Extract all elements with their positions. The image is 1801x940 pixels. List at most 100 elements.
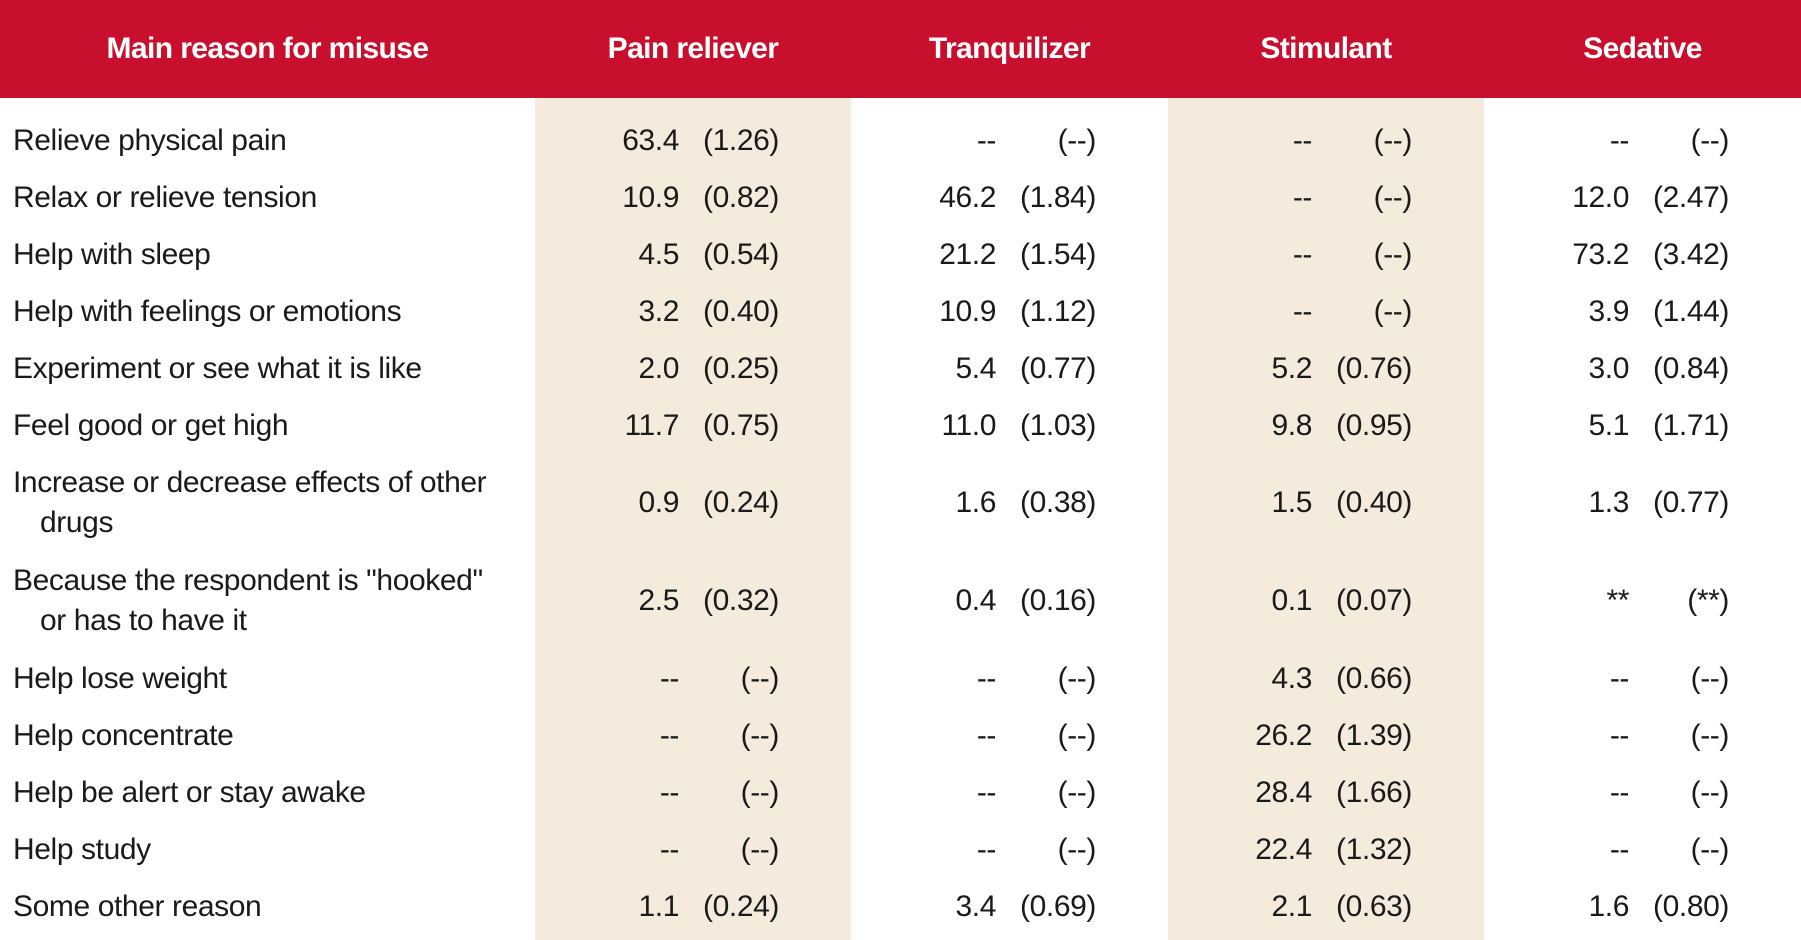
estimate: 0.9 [638,486,679,519]
standard-error: (--) [1690,123,1730,157]
header-band [0,0,1801,98]
row-label: Help be alert or stay awake [13,775,366,809]
column-header: Tranquilizer [928,32,1091,65]
estimate: 2.0 [638,351,679,385]
standard-error: (--) [740,661,780,695]
row-label: Help lose weight [13,661,227,695]
standard-error: (1.54) [1020,237,1096,271]
estimate: 22.4 [1255,832,1312,866]
row-label: Experiment or see what it is like [13,351,422,385]
estimate: 3.0 [1588,351,1629,385]
estimate: 10.9 [939,294,996,328]
standard-error: (1.66) [1336,775,1412,809]
estimate: 2.1 [1271,889,1312,923]
estimate: -- [976,661,997,695]
estimate: -- [1292,123,1313,157]
standard-error: (--) [1690,832,1730,866]
row-label: or has to have it [40,604,247,637]
estimate: -- [1292,237,1313,271]
standard-error: (0.77) [1653,486,1729,519]
estimate: 28.4 [1255,775,1312,809]
estimate: -- [659,832,680,866]
standard-error: (0.95) [1336,408,1412,442]
row-label: Help concentrate [13,718,234,752]
estimate: 1.6 [1588,889,1629,923]
standard-error: (0.80) [1653,889,1729,923]
estimate: 10.9 [622,180,679,214]
estimate: 5.1 [1588,408,1629,442]
standard-error: (--) [1373,123,1413,157]
estimate: -- [1292,180,1313,214]
estimate: 11.0 [941,408,996,442]
estimate: 9.8 [1271,408,1312,442]
estimate: 3.9 [1588,294,1629,328]
row-label: Help study [13,832,151,866]
standard-error: (1.39) [1336,718,1412,752]
standard-error: (--) [740,775,780,809]
standard-error: (--) [1690,661,1730,695]
standard-error: (0.76) [1336,351,1412,385]
row-label: Help with sleep [13,237,211,271]
estimate: 4.3 [1271,661,1312,695]
row-label: Increase or decrease effects of other [13,466,487,499]
standard-error: (0.63) [1336,889,1412,923]
estimate: 3.4 [955,889,996,923]
estimate: -- [1292,294,1313,328]
standard-error: (1.32) [1336,832,1412,866]
standard-error: (--) [1057,718,1097,752]
standard-error: (--) [1057,832,1097,866]
standard-error: (--) [1057,775,1097,809]
standard-error: (0.16) [1020,584,1096,617]
standard-error: (0.40) [1336,486,1412,519]
row-label: Relax or relieve tension [13,180,317,214]
row-label: Relieve physical pain [13,123,287,157]
standard-error: (0.82) [703,180,779,214]
estimate: 1.6 [955,486,996,519]
standard-error: (1.84) [1020,180,1096,214]
column-header: Stimulant [1260,32,1392,65]
standard-error: (1.12) [1020,294,1096,328]
estimate: -- [976,832,997,866]
standard-error: (--) [1373,294,1413,328]
standard-error: (0.24) [703,486,779,519]
standard-error: (1.03) [1020,408,1096,442]
standard-error: (--) [740,832,780,866]
standard-error: (--) [1690,718,1730,752]
standard-error: (--) [1057,661,1097,695]
row-label: Some other reason [13,889,262,923]
estimate: 11.7 [624,408,679,442]
estimate: 46.2 [939,180,996,214]
estimate: 2.5 [638,584,679,617]
standard-error: (0.77) [1020,351,1096,385]
standard-error: (1.44) [1653,294,1729,328]
standard-error: (--) [1373,237,1413,271]
estimate: -- [1609,661,1630,695]
estimate: 73.2 [1572,237,1629,271]
estimate: -- [1609,832,1630,866]
row-label: Because the respondent is "hooked" [13,564,483,597]
standard-error: (0.25) [703,351,779,385]
estimate: -- [659,775,680,809]
standard-error: (0.75) [703,408,779,442]
estimate: 4.5 [638,237,679,271]
estimate: 1.5 [1271,486,1312,519]
estimate: 1.1 [638,889,679,923]
estimate: -- [659,661,680,695]
estimate: 21.2 [939,237,996,271]
standard-error: (--) [740,718,780,752]
standard-error: (0.66) [1336,661,1412,695]
shade-column [1168,98,1484,940]
estimate: 1.3 [1588,486,1629,519]
row-label: Help with feelings or emotions [13,294,402,328]
estimate: 5.2 [1271,351,1312,385]
column-header: Pain reliever [607,32,779,65]
row-label: drugs [40,506,114,539]
standard-error: (0.54) [703,237,779,271]
estimate: 12.0 [1572,180,1629,214]
estimate: 63.4 [622,123,679,157]
estimate: -- [1609,123,1630,157]
estimate: -- [659,718,680,752]
estimate: -- [1609,718,1630,752]
standard-error: (--) [1690,775,1730,809]
